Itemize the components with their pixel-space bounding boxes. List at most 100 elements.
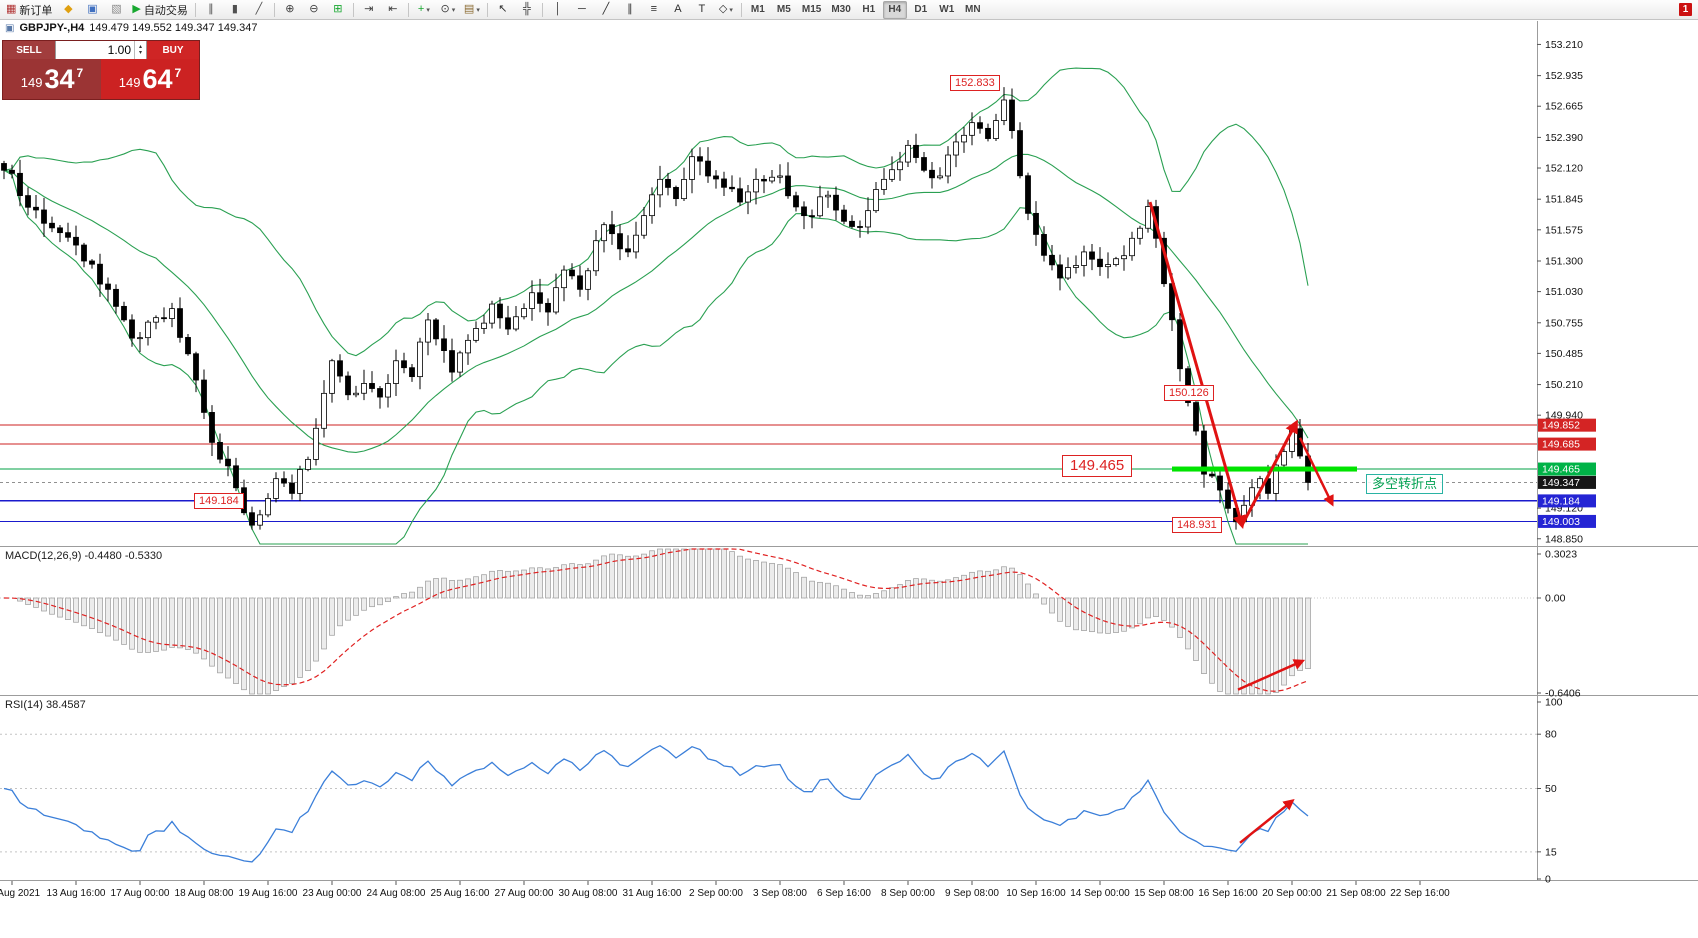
tile-windows-button[interactable]: ⊞ bbox=[327, 1, 349, 19]
volume-value[interactable]: 1.00 bbox=[107, 43, 131, 57]
price-axis[interactable]: 153.210 152.935 152.665 152.390 152.120 151.8… bbox=[1537, 39, 1596, 886]
toolbar-separator bbox=[194, 2, 196, 17]
price-label-box[interactable]: 149.465 bbox=[1062, 455, 1133, 478]
tf-d1[interactable]: D1 bbox=[914, 4, 928, 15]
time-axis-label: 14 Sep 00:00 bbox=[1070, 888, 1130, 899]
new-order-button-label: 新订单 bbox=[19, 4, 53, 17]
new-order-button-icon: ▦ bbox=[6, 3, 17, 15]
turning-point-note[interactable]: 多空转折点 bbox=[1366, 474, 1444, 495]
pane-dividers[interactable] bbox=[0, 21, 1698, 881]
buy-button[interactable]: 149 64 7 bbox=[101, 59, 199, 99]
sell-button[interactable]: 149 34 7 bbox=[3, 59, 101, 99]
strategy-tester-icon-icon: ▧ bbox=[111, 3, 122, 15]
price-tag bbox=[1538, 475, 1596, 489]
zoom-out-button[interactable]: ⊖ bbox=[303, 1, 325, 19]
sound-alert-icon-icon: ◆ bbox=[64, 3, 73, 15]
sell-price-point: 7 bbox=[76, 65, 84, 80]
terminal-icon-icon: ▣ bbox=[87, 3, 98, 15]
trend-arrow bbox=[1237, 659, 1306, 691]
channel-button[interactable]: ∥ bbox=[619, 1, 641, 19]
notification-badge[interactable]: 1 bbox=[1679, 3, 1692, 16]
chart-shift-button[interactable]: ⇤ bbox=[382, 1, 404, 19]
tf-mn[interactable]: MN bbox=[965, 4, 981, 15]
toolbar-separator bbox=[273, 2, 275, 17]
trend-arrows[interactable] bbox=[1148, 201, 1334, 844]
periods-button-icon: ⊙ bbox=[440, 3, 450, 15]
cursor-button[interactable]: ↖ bbox=[492, 1, 514, 19]
bar-chart-icon[interactable]: ∥ bbox=[200, 1, 222, 19]
templates-button-dropdown[interactable]: ▾ bbox=[476, 6, 480, 14]
fibonacci-button[interactable]: ≡ bbox=[643, 1, 665, 19]
periods-button-dropdown[interactable]: ▾ bbox=[451, 6, 456, 14]
tf-h4[interactable]: H4 bbox=[882, 0, 907, 19]
buy-price-pips: 64 bbox=[142, 63, 173, 94]
price-label-box[interactable]: 150.126 bbox=[1164, 384, 1214, 401]
time-axis-label: 2 Sep 00:00 bbox=[689, 888, 743, 899]
shapes-button[interactable]: ◇ ▾ bbox=[715, 1, 737, 19]
volume-field[interactable]: 1.00 ▴ ▾ bbox=[55, 41, 147, 59]
horizontal-line-button[interactable]: ─ bbox=[571, 1, 593, 19]
chart-ohlc-values: 149.479 149.552 149.347 149.347 bbox=[89, 22, 258, 34]
price-tag bbox=[1538, 514, 1596, 528]
text-button-icon: A bbox=[674, 3, 682, 15]
autotrading-button[interactable]: ▶ 自动交易 bbox=[129, 1, 190, 19]
indicators-button[interactable]: + ▾ bbox=[413, 1, 435, 19]
time-axis-label: 12 Aug 2021 bbox=[0, 888, 41, 899]
crosshair-button[interactable]: ╬ bbox=[516, 1, 538, 19]
sound-alert-icon[interactable]: ◆ bbox=[57, 1, 79, 19]
time-axis-label: 18 Aug 08:00 bbox=[175, 888, 234, 899]
strategy-tester-icon[interactable]: ▧ bbox=[105, 1, 127, 19]
volume-up-button[interactable]: ▴ bbox=[138, 44, 142, 50]
label-button[interactable]: T bbox=[691, 1, 713, 19]
tf-m15[interactable]: M15 bbox=[801, 4, 822, 15]
rsi-indicator-label: RSI(14) 38.4587 bbox=[5, 699, 86, 711]
time-axis-label: 23 Aug 00:00 bbox=[303, 888, 362, 899]
indicators-button-icon: + bbox=[417, 3, 425, 15]
price-axis-label: 152.120 bbox=[1545, 163, 1583, 175]
buy-caption[interactable]: BUY bbox=[147, 41, 199, 59]
time-axis-label: 15 Sep 08:00 bbox=[1134, 888, 1194, 899]
auto-scroll-button-icon: ⇥ bbox=[364, 3, 374, 15]
text-button[interactable]: A bbox=[667, 1, 689, 19]
templates-button[interactable]: ▤ ▾ bbox=[461, 1, 483, 19]
candlestick-chart-icon[interactable]: ▮ bbox=[224, 1, 246, 19]
line-chart-icon[interactable]: ╱ bbox=[248, 1, 270, 19]
tf-h1[interactable]: H1 bbox=[862, 4, 876, 15]
shapes-button-dropdown[interactable]: ▾ bbox=[729, 6, 733, 14]
terminal-icon[interactable]: ▣ bbox=[81, 1, 103, 19]
time-axis[interactable]: 12 Aug 2021 13 Aug 16:00 17 Aug 00:00 18 Au… bbox=[0, 881, 1450, 899]
time-axis-label: 10 Sep 16:00 bbox=[1006, 888, 1066, 899]
sell-price-pips: 34 bbox=[44, 63, 75, 94]
zoom-in-button[interactable]: ⊕ bbox=[279, 1, 301, 19]
macd-axis-label: -0.6406 bbox=[1545, 688, 1581, 700]
time-axis-label: 24 Aug 08:00 bbox=[367, 888, 426, 899]
indicators-button-dropdown[interactable]: ▾ bbox=[426, 6, 430, 14]
horizontal-lines[interactable] bbox=[0, 424, 1537, 523]
auto-scroll-button[interactable]: ⇥ bbox=[358, 1, 380, 19]
vertical-line-button[interactable]: │ bbox=[547, 1, 569, 19]
price-axis-label: 152.935 bbox=[1545, 70, 1583, 82]
tf-m30[interactable]: M30 bbox=[831, 4, 851, 15]
support-highlight-segment[interactable] bbox=[1172, 466, 1357, 472]
tf-m1[interactable]: M1 bbox=[750, 4, 765, 15]
price-label-box[interactable]: 152.833 bbox=[950, 74, 1000, 91]
trendline-button[interactable]: ╱ bbox=[595, 1, 617, 19]
price-label-box[interactable]: 148.931 bbox=[1172, 516, 1222, 533]
tf-w1[interactable]: W1 bbox=[939, 4, 955, 15]
label-button-icon: T bbox=[698, 3, 706, 15]
tf-m5[interactable]: M5 bbox=[776, 4, 791, 15]
macd-pane bbox=[0, 548, 1537, 695]
price-label-box[interactable]: 149.184 bbox=[194, 492, 244, 509]
fibonacci-button-icon: ≡ bbox=[650, 3, 658, 15]
price-tag-label: 149.685 bbox=[1542, 439, 1580, 451]
price-axis-label: 152.390 bbox=[1545, 132, 1583, 144]
volume-spinner: ▴ ▾ bbox=[134, 41, 146, 59]
sell-caption[interactable]: SELL bbox=[3, 41, 55, 59]
periods-button[interactable]: ⊙ ▾ bbox=[437, 1, 459, 19]
time-axis-label: 27 Aug 00:00 bbox=[495, 888, 554, 899]
volume-down-button[interactable]: ▾ bbox=[138, 50, 142, 56]
price-tag-label: 149.852 bbox=[1542, 420, 1580, 432]
new-order-button[interactable]: ▦ 新订单 bbox=[3, 1, 55, 19]
price-tag bbox=[1538, 437, 1596, 451]
